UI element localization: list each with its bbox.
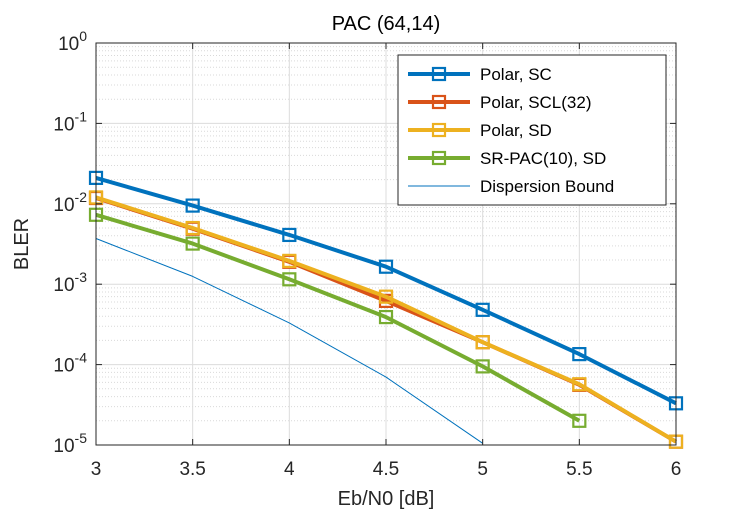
data-point: [282, 253, 297, 268]
series-4: [95, 238, 483, 444]
x-tick-label: 4: [284, 459, 295, 480]
data-point: [572, 347, 587, 362]
legend-label: Polar, SC: [480, 65, 552, 84]
data-point: [185, 198, 200, 213]
series-line: [95, 195, 678, 444]
data-point: [572, 377, 587, 392]
x-tick-label: 5: [477, 459, 488, 480]
series-line: [95, 212, 581, 423]
legend-label: SR-PAC(10), SD: [480, 149, 606, 168]
series-line: [95, 175, 677, 406]
data-point: [475, 302, 490, 317]
x-tick-label: 4.5: [373, 459, 399, 480]
legend: Polar, SC Polar, SCL(32) Polar, SD SR-PAC(1…: [397, 54, 667, 206]
legend-label: Dispersion Bound: [480, 177, 614, 196]
legend-item: Polar, SD: [408, 121, 552, 140]
data-point: [475, 359, 490, 374]
chart-title: PAC (64,14): [332, 13, 441, 35]
axis-ticks: [95, 42, 677, 446]
y-tick-label: 10-1: [53, 108, 87, 135]
legend-item: Polar, SCL(32): [408, 93, 592, 112]
data-point: [185, 236, 200, 251]
x-axis-label: Eb/N0 [dB]: [338, 488, 435, 510]
x-tick-label: 3.5: [179, 459, 205, 480]
y-tick-label: 10-2: [53, 189, 87, 216]
y-tick-label: 10-4: [53, 350, 87, 377]
legend-item: Polar, SC: [408, 65, 552, 84]
data-point: [572, 413, 587, 428]
legend-label: Polar, SCL(32): [480, 93, 592, 112]
series-3: [88, 207, 587, 428]
series-layer: [88, 170, 684, 449]
series-line: [95, 238, 483, 444]
y-tick-label: 10-5: [53, 430, 87, 457]
x-tick-label: 5.5: [566, 459, 592, 480]
legend-marker: [431, 122, 447, 138]
data-point: [378, 289, 394, 304]
legend-item: SR-PAC(10), SD: [408, 149, 606, 168]
y-tick-label: 100: [58, 28, 87, 55]
data-point: [378, 309, 394, 325]
data-point: [282, 227, 297, 243]
series-2: [88, 190, 684, 449]
data-point: [282, 272, 297, 287]
legend-marker: [431, 66, 447, 82]
y-axis-label: BLER: [11, 218, 33, 270]
y-tick-labels: 100 10-1 10-2 10-3 10-4 10-5: [53, 28, 87, 457]
y-tick-label: 10-3: [53, 269, 87, 296]
data-point: [475, 335, 490, 350]
legend-marker: [431, 150, 447, 166]
x-tick-label: 3: [91, 459, 102, 480]
legend-marker: [431, 94, 447, 110]
x-tick-label: 6: [671, 459, 682, 480]
legend-label: Polar, SD: [480, 121, 552, 140]
legend-item: Dispersion Bound: [408, 177, 614, 196]
x-tick-labels: 3 3.5 4 4.5 5 5.5 6: [91, 459, 682, 480]
data-point: [185, 220, 200, 236]
data-point: [378, 259, 394, 274]
